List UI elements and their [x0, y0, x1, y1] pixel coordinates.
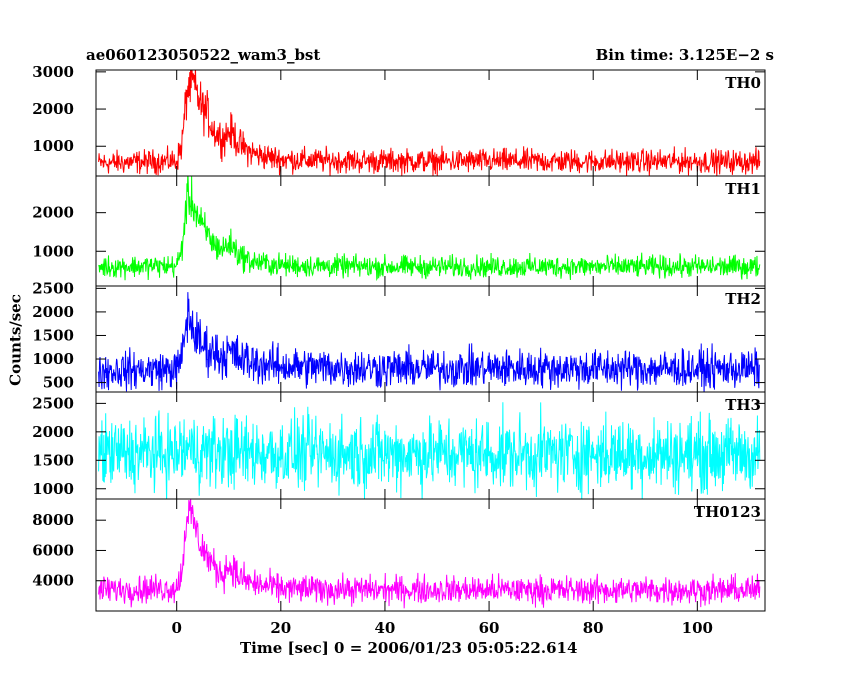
chart-title: ae060123050522_wam3_bst — [86, 46, 321, 64]
y-tick-label: 1500 — [32, 451, 74, 469]
y-tick-label: 8000 — [32, 511, 74, 529]
chart-subtitle: Bin time: 3.125E−2 s — [595, 46, 774, 64]
panel-frame-th0123 — [95, 498, 766, 612]
y-tick-label: 2500 — [32, 279, 74, 297]
y-tick-label: 2000 — [32, 423, 74, 441]
panel-name-th0123: TH0123 — [694, 503, 761, 521]
series-line-th0 — [98, 70, 761, 176]
x-tick-label: 60 — [479, 619, 500, 637]
x-axis-label: Time [sec] 0 = 2006/01/23 05:05:22.614 — [240, 639, 578, 657]
x-tick-label: 100 — [682, 619, 713, 637]
y-tick-label: 1000 — [32, 480, 74, 498]
y-tick-label: 2000 — [32, 303, 74, 321]
series-line-th3 — [98, 402, 761, 499]
y-tick-label: 2000 — [32, 100, 74, 118]
y-tick-label: 2500 — [32, 394, 74, 412]
y-tick-label: 1500 — [32, 326, 74, 344]
series-line-th0123 — [98, 499, 761, 609]
y-tick-label: 6000 — [32, 541, 74, 559]
y-tick-label: 1000 — [32, 137, 74, 155]
y-axis-label: Counts/sec — [6, 294, 25, 386]
series-line-th1 — [98, 176, 761, 282]
y-tick-label: 500 — [43, 374, 74, 392]
x-tick-label: 0 — [171, 619, 181, 637]
y-tick-label: 3000 — [32, 63, 74, 81]
panel-name-th2: TH2 — [725, 290, 761, 308]
y-tick-label: 1000 — [32, 350, 74, 368]
x-tick-label: 40 — [375, 619, 396, 637]
y-tick-label: 2000 — [32, 204, 74, 222]
x-tick-label: 20 — [270, 619, 291, 637]
y-tick-label: 1000 — [32, 242, 74, 260]
series-line-th2 — [98, 292, 760, 392]
panel-name-th0: TH0 — [725, 74, 761, 92]
x-tick-label: 80 — [583, 619, 604, 637]
panel-name-th1: TH1 — [725, 180, 761, 198]
panel-name-th3: TH3 — [725, 396, 761, 414]
y-tick-label: 4000 — [32, 572, 74, 590]
